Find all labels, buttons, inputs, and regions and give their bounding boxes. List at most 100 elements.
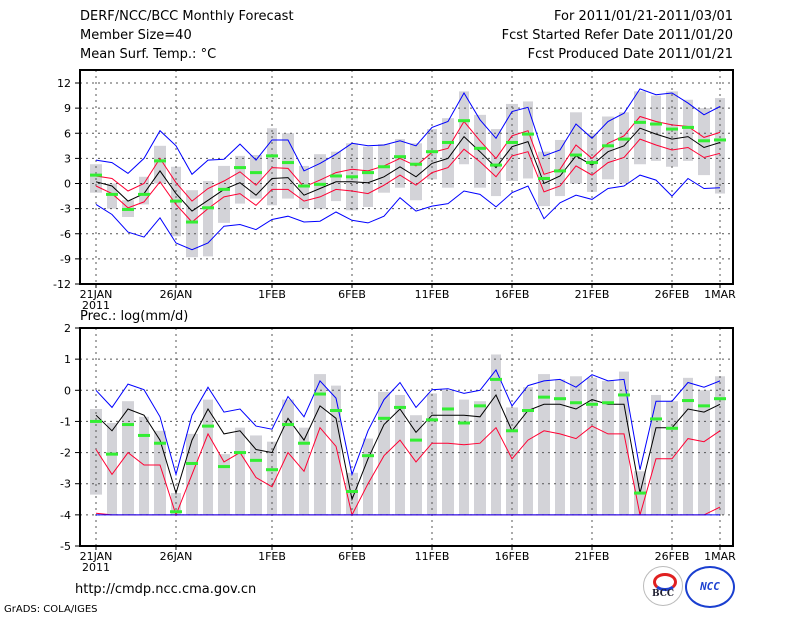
bcc-logo: BCC [643, 566, 683, 606]
observed-mark [490, 163, 502, 167]
range-bar [619, 112, 629, 184]
range-bar [555, 139, 565, 197]
observed-mark [186, 220, 198, 224]
observed-mark [570, 153, 582, 157]
range-bar [410, 143, 422, 201]
range-bar [186, 190, 198, 258]
observed-mark [106, 192, 118, 196]
observed-mark [698, 139, 710, 143]
observed-mark [106, 452, 118, 456]
observed-mark [202, 206, 214, 210]
range-bar [602, 380, 614, 515]
series-upper-red [95, 425, 721, 517]
observed-mark [298, 184, 310, 188]
range-bar [587, 377, 597, 515]
range-bar [203, 180, 213, 257]
range-bar [235, 427, 245, 515]
observed-mark [506, 429, 518, 433]
observed-mark [314, 182, 326, 186]
observed-mark [586, 402, 598, 406]
x-tick-label: 21JAN [80, 288, 113, 301]
observed-mark [698, 404, 710, 408]
observed-mark [682, 125, 694, 129]
x-tick-label: 26JAN [160, 550, 193, 563]
source-url[interactable]: http://cmdp.ncc.cma.gov.cn [75, 582, 257, 597]
range-bar [491, 129, 501, 197]
y-tick-label: 0 [64, 384, 71, 397]
range-bar [139, 416, 149, 515]
observed-mark [506, 140, 518, 144]
observed-mark [234, 451, 246, 455]
observed-mark [666, 426, 678, 430]
observed-mark [282, 423, 294, 427]
y-tick-label: 12 [57, 77, 71, 90]
observed-mark [330, 174, 342, 178]
range-bar [474, 401, 486, 515]
panel-temperature: 12 9 6 3 0 -3 -6 -9 -12 21JAN 26JAN 1FEB 6FEB 11FEB 16… [53, 69, 736, 312]
series-ensemble-mean [95, 127, 721, 212]
observed-mark [314, 392, 326, 396]
range-bar [331, 385, 341, 515]
x-tick-label: 11FEB [415, 550, 450, 563]
range-bar [555, 379, 565, 515]
y-tick-label: -1 [60, 415, 71, 428]
grads-credit: GrADS: COLA/IGES [4, 604, 98, 615]
observed-mark [426, 418, 438, 422]
observed-mark [618, 393, 630, 397]
range-bar [395, 394, 405, 515]
observed-mark [570, 401, 582, 405]
bcc-swirl-icon [653, 573, 677, 591]
range-bar [410, 415, 422, 515]
range-bar [491, 354, 501, 515]
range-bar [282, 133, 294, 199]
observed-mark [362, 171, 374, 175]
produced-date: Fcst Produced Date 2011/01/21 [527, 47, 733, 62]
y-tick-label: 0 [64, 178, 71, 191]
range-bar [651, 95, 661, 161]
x-tick-label: 26FEB [655, 550, 690, 563]
x-tick-label: 21FEB [575, 550, 610, 563]
observed-mark [634, 120, 646, 124]
bcc-logo-text: BCC [651, 589, 675, 599]
range-bar [314, 374, 326, 515]
range-bar [363, 146, 373, 207]
observed-mark [170, 199, 182, 203]
range-bar [218, 165, 230, 223]
range-bar [570, 376, 582, 515]
observed-mark [330, 409, 342, 413]
ncc-logo: NCC [685, 566, 735, 608]
variable-label: Mean Surf. Temp.: °C [80, 47, 217, 62]
x-tick-label: 21FEB [575, 288, 610, 301]
observed-mark [522, 409, 534, 413]
range-bar [378, 391, 390, 515]
y-tick-label: 1 [64, 353, 71, 366]
range-bar [395, 139, 405, 188]
x-tick-label: 11FEB [415, 288, 450, 301]
observed-mark [650, 122, 662, 126]
observed-mark [266, 468, 278, 472]
observed-mark [154, 441, 166, 445]
observed-mark [442, 140, 454, 144]
range-bar [154, 145, 166, 184]
range-bar [139, 176, 149, 205]
x-tick-label: 16FEB [495, 288, 530, 301]
series-upper-red [95, 115, 721, 202]
y-tick-label: 6 [64, 127, 71, 140]
observed-mark [410, 438, 422, 442]
observed-mark [138, 192, 150, 196]
panel-precipitation: 2 1 0 -1 -2 -3 -4 -5 21JAN 26JAN 1FEB 6FEB 11FEB 16FE… [60, 322, 736, 574]
observed-mark [154, 159, 166, 163]
forecast-period: For 2011/01/21-2011/03/01 [554, 9, 733, 24]
range-bar [459, 91, 469, 165]
range-bar [523, 387, 533, 515]
series-max-blue [95, 369, 721, 477]
range-bar [363, 438, 373, 515]
x-tick-label: 26JAN [160, 288, 193, 301]
range-bar [442, 118, 454, 188]
range-bar [378, 144, 390, 193]
plot-frame [79, 69, 734, 285]
observed-mark [394, 405, 406, 409]
observed-mark [586, 161, 598, 165]
observed-mark [394, 155, 406, 159]
